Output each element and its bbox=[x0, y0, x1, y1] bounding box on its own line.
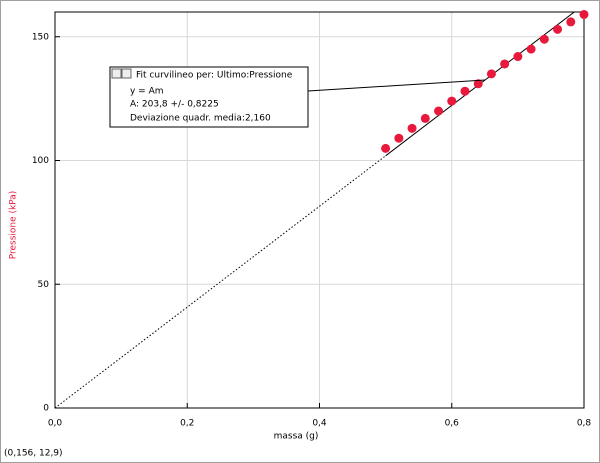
fit-line bbox=[55, 155, 386, 408]
y-tick-label: 0 bbox=[43, 404, 49, 414]
annotation-line: Deviazione quadr. media:2,160 bbox=[130, 114, 271, 124]
y-tick-label: 50 bbox=[38, 280, 50, 290]
data-point bbox=[381, 143, 391, 153]
x-tick-label: 0,2 bbox=[180, 419, 194, 429]
minimize-button[interactable] bbox=[121, 68, 132, 79]
data-point bbox=[394, 133, 404, 143]
x-axis-label: massa (g) bbox=[274, 432, 319, 442]
data-point bbox=[420, 113, 430, 123]
data-point bbox=[473, 79, 483, 89]
x-tick-label: 0,8 bbox=[577, 419, 592, 429]
data-point bbox=[553, 24, 563, 34]
status-coordinates: (0,156, 12,9) bbox=[4, 449, 63, 459]
close-button[interactable] bbox=[111, 68, 122, 79]
annotation-line: A: 203,8 +/- 0,8225 bbox=[130, 100, 219, 110]
data-point bbox=[513, 52, 523, 62]
y-tick-label: 150 bbox=[32, 32, 49, 42]
data-point bbox=[500, 59, 510, 69]
y-tick-label: 100 bbox=[32, 156, 49, 166]
data-point bbox=[407, 123, 417, 133]
data-point bbox=[526, 44, 536, 54]
data-point bbox=[486, 69, 496, 79]
y-axis-label: Pressione (kPa) bbox=[9, 191, 19, 260]
annotation-line: Fit curvilineo per: Ultimo:Pressione bbox=[136, 71, 293, 81]
data-point bbox=[539, 34, 549, 44]
x-tick-label: 0,6 bbox=[445, 419, 460, 429]
annotation-line: y = Am bbox=[130, 87, 164, 97]
data-point bbox=[447, 96, 457, 106]
data-point bbox=[460, 86, 470, 96]
annotation-box bbox=[109, 66, 309, 128]
data-point bbox=[579, 9, 589, 19]
x-tick-label: 0,4 bbox=[312, 419, 327, 429]
data-point bbox=[566, 17, 576, 27]
x-tick-label: 0,0 bbox=[48, 419, 63, 429]
data-point bbox=[434, 106, 444, 116]
annotation-leader bbox=[307, 79, 486, 92]
